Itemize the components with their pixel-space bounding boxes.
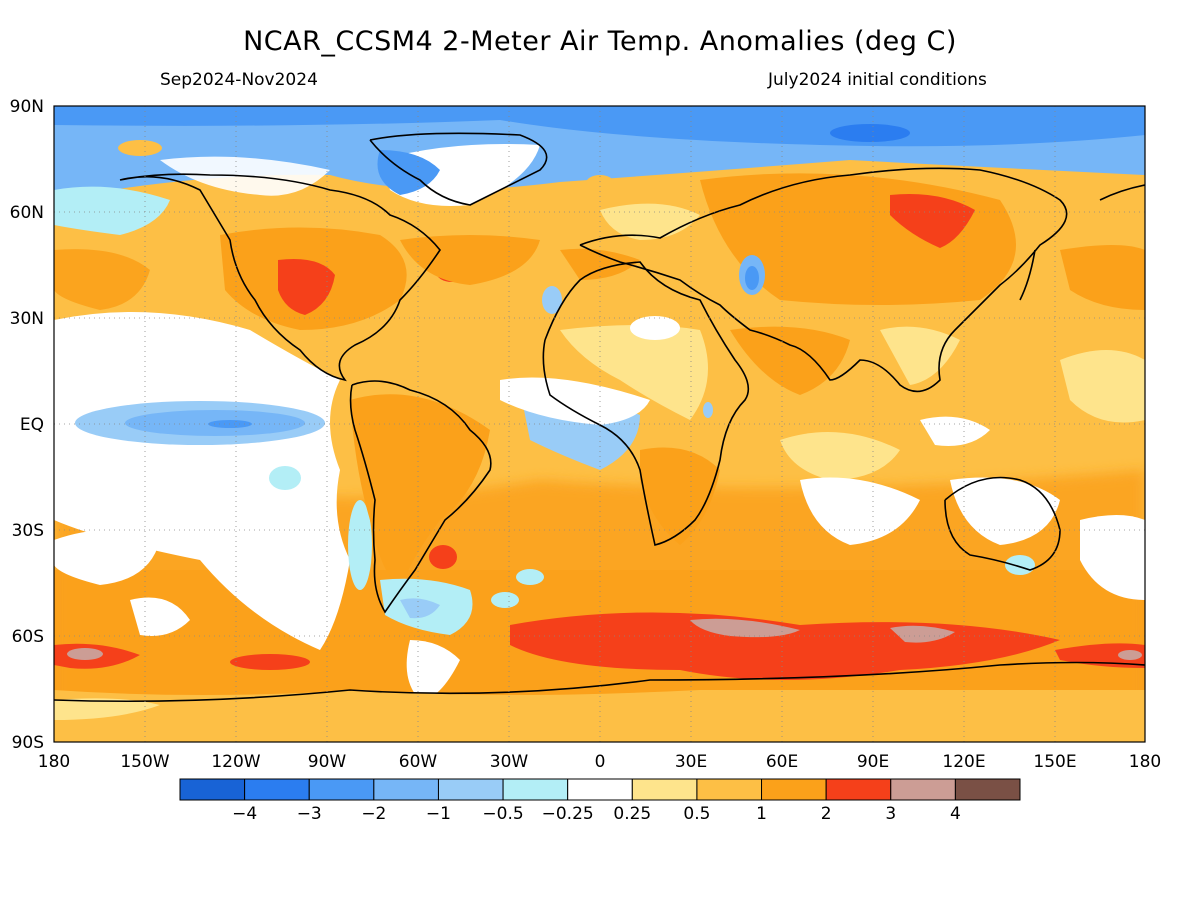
lon-label: 180 (38, 752, 70, 772)
colorbar-swatch (502, 778, 569, 801)
colorbar-label: 2 (821, 804, 832, 824)
colorbar-swatch (825, 778, 892, 801)
colorbar-swatch (567, 778, 633, 801)
lon-label: 90E (857, 752, 889, 772)
lat-label: 90S (12, 733, 44, 753)
lat-label: 60S (12, 627, 44, 647)
colorbar-swatch (954, 778, 1021, 801)
lon-label: 30W (490, 752, 529, 772)
colorbar-label: −0.5 (482, 804, 523, 824)
map-title: NCAR_CCSM4 2-Meter Air Temp. Anomalies (… (243, 26, 957, 57)
colorbar-label: −3 (297, 804, 322, 824)
colorbar-label: −1 (426, 804, 451, 824)
lon-label: 150E (1033, 752, 1076, 772)
colorbar-swatch (179, 778, 246, 801)
colorbar-swatch (437, 778, 504, 801)
lon-label: 90W (308, 752, 347, 772)
colorbar-swatch (373, 778, 439, 801)
colorbar-label: 0.25 (613, 804, 651, 824)
color-scale-legend: −4 −3 −2 −1 −0.5 −0.25 0.25 0.5 1 2 3 4 (179, 778, 1021, 824)
latitude-labels: 90N 60N 30N EQ 30S 60S 90S (10, 97, 44, 753)
lon-label: 60W (399, 752, 438, 772)
lat-label: 90N (10, 97, 44, 117)
colorbar-label: −0.25 (542, 804, 594, 824)
colorbar-swatch (631, 778, 698, 801)
colorbar-swatch (308, 778, 375, 801)
lat-label: EQ (20, 415, 44, 435)
lon-label: 60E (766, 752, 798, 772)
graticule (54, 106, 1145, 742)
colorbar-swatch (890, 778, 956, 801)
lat-label: 30S (12, 521, 44, 541)
colorbar-swatch (244, 778, 310, 801)
colorbar-label: 3 (885, 804, 896, 824)
lon-label: 30E (675, 752, 707, 772)
colorbar-label: −2 (361, 804, 386, 824)
colorbar-swatch (761, 778, 827, 801)
colorbar-label: −4 (232, 804, 257, 824)
lon-label: 120E (942, 752, 985, 772)
initial-conditions: July2024 initial conditions (768, 70, 987, 90)
lon-label: 0 (595, 752, 606, 772)
colorbar-label: 4 (950, 804, 961, 824)
lat-label: 60N (10, 203, 44, 223)
colorbar-swatch (696, 778, 763, 801)
longitude-labels: 180 150W 120W 90W 60W 30W 0 30E 60E 90E … (38, 752, 1161, 772)
forecast-period: Sep2024-Nov2024 (160, 70, 318, 90)
lat-label: 30N (10, 309, 44, 329)
lon-label: 120W (211, 752, 260, 772)
map-frame (53, 105, 1146, 743)
colorbar-label: 1 (756, 804, 767, 824)
lon-label: 180 (1129, 752, 1161, 772)
lon-label: 150W (120, 752, 169, 772)
colorbar-label: 0.5 (683, 804, 710, 824)
coastlines (54, 132, 1145, 703)
